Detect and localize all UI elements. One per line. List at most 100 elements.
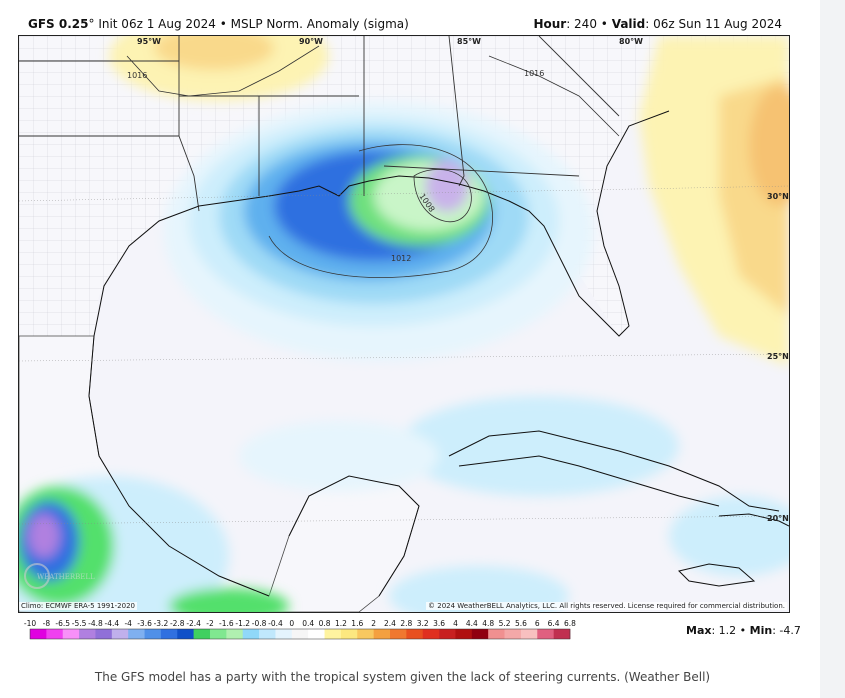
max-min-readout: Max: 1.2 • Min: -4.7 bbox=[686, 624, 801, 637]
lat-label-25n: 25°N bbox=[767, 352, 789, 361]
logo-text: WEATHERBELL bbox=[37, 573, 95, 581]
colorbar-swatch bbox=[520, 629, 538, 639]
colorbar-tick-label: 6.4 bbox=[548, 619, 560, 628]
colorbar-tick-label: -6.5 bbox=[55, 619, 70, 628]
model-name: GFS 0.25 bbox=[28, 17, 89, 31]
colorbar-border bbox=[29, 628, 571, 640]
colorbar-swatch bbox=[390, 629, 407, 639]
colorbar-tick-label: -4.4 bbox=[104, 619, 119, 628]
map-svg: 1016 1016 1012 1008 95°W 90°W 85°W 80°W … bbox=[19, 36, 789, 612]
colorbar-swatch bbox=[291, 629, 309, 639]
colorbar-tick-label: 6.8 bbox=[564, 619, 576, 628]
state-borders bbox=[19, 36, 620, 212]
copyright-note: © 2024 WeatherBELL Analytics, LLC. All r… bbox=[426, 602, 787, 610]
colorbar-swatch bbox=[46, 629, 64, 639]
colorbar-tick-label: -0.4 bbox=[268, 619, 283, 628]
lon-label-95w: 95°W bbox=[137, 37, 161, 46]
colorbar-tick-label: -5.5 bbox=[72, 619, 87, 628]
colorbar-tick-label: -1.6 bbox=[219, 619, 234, 628]
header-left: GFS 0.25° Init 06z 1 Aug 2024 • MSLP Nor… bbox=[28, 17, 409, 31]
colorbar-swatch bbox=[340, 629, 358, 639]
colorbar-swatch bbox=[259, 629, 276, 639]
degree-symbol: ° bbox=[88, 17, 95, 31]
colorbar-swatch bbox=[177, 629, 194, 639]
colorbar: -10 -8 -6.5 -5.5 -4.8 -4.4 -4 -3.6 -3.2 -2.8 -2.4-… bbox=[24, 619, 576, 640]
colorbar-swatch bbox=[242, 629, 260, 639]
lon-label-85w: 85°W bbox=[457, 37, 481, 46]
colorbar-tick-label: -2 bbox=[206, 619, 214, 628]
colorbar-swatch bbox=[111, 629, 129, 639]
isobar-label-3: 1012 bbox=[391, 254, 411, 263]
isobar-label-2: 1016 bbox=[524, 69, 544, 78]
isobar-label-1: 1016 bbox=[127, 71, 147, 80]
map-panel[interactable]: 1016 1016 1012 1008 95°W 90°W 85°W 80°W … bbox=[18, 35, 790, 613]
weatherbell-logo: WEATHERBELL bbox=[24, 563, 95, 589]
colorbar-tick-label: 1.6 bbox=[351, 619, 363, 628]
coastlines bbox=[88, 110, 789, 597]
lon-label-80w: 80°W bbox=[619, 37, 643, 46]
colorbar-tick-label: -10 bbox=[24, 619, 36, 628]
max-min-separator: • bbox=[739, 624, 747, 637]
colorbar-labels: -10 -8 -6.5 -5.5 -4.8 -4.4 -4 -3.6 -3.2 -2.8 -2.4-… bbox=[24, 619, 576, 628]
min-label: Min bbox=[749, 624, 773, 637]
colorbar-swatch bbox=[357, 629, 374, 639]
colorbar-tick-label: 2.8 bbox=[400, 619, 412, 628]
colorbar-tick-label: -4.8 bbox=[88, 619, 103, 628]
colorbar-swatch bbox=[160, 629, 178, 639]
colorbar-swatch bbox=[324, 629, 342, 639]
colorbar-swatch bbox=[95, 629, 113, 639]
valid-label: Valid bbox=[611, 17, 646, 31]
valid-value: : 06z Sun 11 Aug 2024 bbox=[645, 17, 782, 31]
map-header: GFS 0.25° Init 06z 1 Aug 2024 • MSLP Nor… bbox=[18, 14, 790, 34]
colorbar-swatch bbox=[62, 629, 80, 639]
caribbean-anomaly-layer bbox=[19, 396, 789, 612]
lat-label-30n: 30°N bbox=[767, 192, 789, 201]
colorbar-swatch bbox=[226, 629, 244, 639]
colorbar-tick-label: 5.2 bbox=[499, 619, 511, 628]
colorbar-swatch bbox=[471, 629, 489, 639]
lon-label-90w: 90°W bbox=[299, 37, 323, 46]
colorbar-tick-label: 0 bbox=[289, 619, 294, 628]
colorbar-swatch bbox=[455, 629, 473, 639]
colorbar-swatch bbox=[422, 629, 440, 639]
colorbar-swatch bbox=[553, 629, 571, 639]
colorbar-swatch bbox=[275, 629, 293, 639]
negative-anomaly-layer bbox=[164, 101, 594, 361]
colorbar-tick-label: 1.2 bbox=[335, 619, 347, 628]
climo-note: Climo: ECMWF ERA-5 1991-2020 bbox=[19, 602, 137, 610]
colorbar-tick-label: -1.2 bbox=[235, 619, 250, 628]
max-value: : 1.2 bbox=[711, 624, 737, 637]
isobars bbox=[126, 45, 620, 278]
colorbar-tick-label: 0.4 bbox=[302, 619, 314, 628]
colorbar-tick-label: -0.8 bbox=[252, 619, 267, 628]
max-label: Max bbox=[686, 624, 712, 637]
colorbar-tick-label: 5.6 bbox=[515, 619, 527, 628]
colorbar-swatch bbox=[308, 629, 325, 639]
colorbar-swatch bbox=[406, 629, 424, 639]
colorbar-swatch bbox=[144, 629, 162, 639]
colorbar-tick-label: 2 bbox=[371, 619, 376, 628]
colorbar-tick-label: -2.4 bbox=[186, 619, 201, 628]
colorbar-swatch bbox=[210, 629, 227, 639]
colorbar-tick-label: 4.4 bbox=[466, 619, 478, 628]
hour-value: : 240 bbox=[566, 17, 597, 31]
init-time: Init 06z 1 Aug 2024 bbox=[98, 17, 216, 31]
page-side-strip bbox=[820, 0, 845, 698]
colorbar-swatch bbox=[373, 629, 391, 639]
separator: • bbox=[219, 17, 227, 31]
colorbar-swatch bbox=[537, 629, 554, 639]
colorbar-tick-label: 3.2 bbox=[417, 619, 429, 628]
colorbar-swatch bbox=[488, 629, 505, 639]
colorbar-tick-label: 4 bbox=[453, 619, 458, 628]
header-right: Hour: 240 • Valid: 06z Sun 11 Aug 2024 bbox=[533, 17, 782, 31]
colorbar-tick-label: -2.8 bbox=[170, 619, 185, 628]
colorbar-tick-label: 4.8 bbox=[482, 619, 494, 628]
hour-label: Hour bbox=[533, 17, 567, 31]
positive-anomaly-layer bbox=[109, 36, 789, 366]
colorbar-tick-label: 0.8 bbox=[319, 619, 331, 628]
colorbar-tick-label: -3.2 bbox=[154, 619, 169, 628]
colorbar-swatch bbox=[128, 629, 145, 639]
us-counties bbox=[19, 36, 789, 336]
colorbar-swatches bbox=[29, 628, 571, 640]
separator-right: • bbox=[600, 17, 608, 31]
